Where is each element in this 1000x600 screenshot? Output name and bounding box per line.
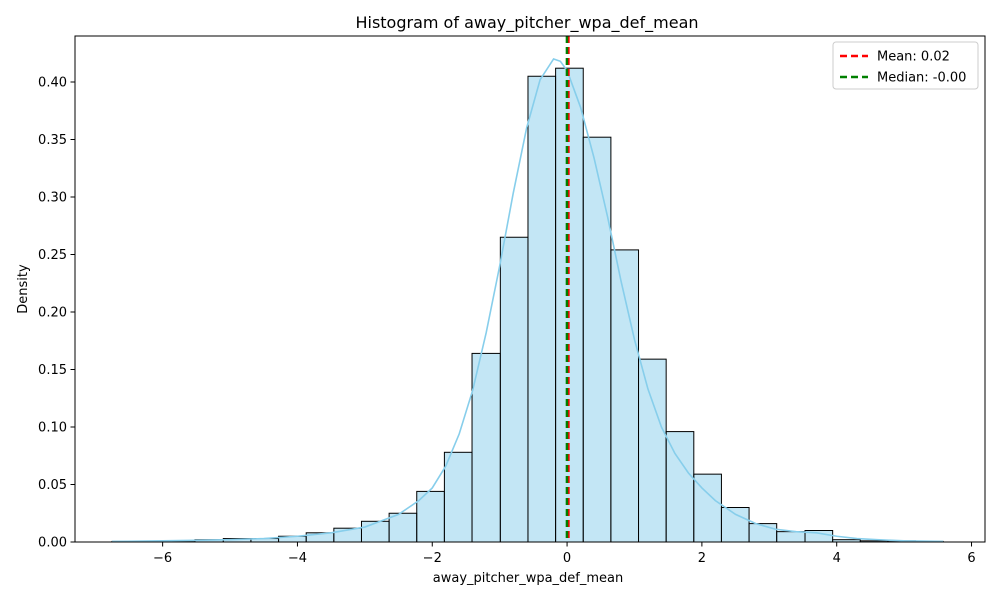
y-tick-label: 0.40 <box>38 76 67 91</box>
y-axis-label: Density <box>16 264 31 314</box>
histogram-bar <box>527 75 557 543</box>
x-tick-label: 0 <box>563 551 571 566</box>
y-tick-label: 0.05 <box>38 478 67 493</box>
x-tick-label: −4 <box>288 551 307 566</box>
plot-frame <box>74 35 986 543</box>
legend-box <box>832 41 979 90</box>
legend-mean-label: Mean: 0.02 <box>877 50 950 65</box>
y-tick-label: 0.20 <box>38 306 67 321</box>
x-axis-label: away_pitcher_wpa_def_mean <box>433 571 624 586</box>
y-tick-label: 0.10 <box>38 421 67 436</box>
y-tick-label: 0.25 <box>38 248 67 263</box>
histogram-bar <box>665 431 695 543</box>
histogram-bar <box>471 352 501 543</box>
histogram-bars <box>111 67 944 543</box>
y-axis-ticks: 0.00 0.05 0.10 0.15 0.20 0.25 0.30 0.35 0.40 <box>38 76 75 551</box>
histogram-bar <box>720 507 750 543</box>
y-tick-label: 0.00 <box>38 536 67 551</box>
histogram-bar <box>388 512 418 543</box>
histogram-bar <box>416 490 445 543</box>
histogram-bar <box>776 531 806 543</box>
histogram-bar <box>638 358 667 543</box>
chart-title: Histogram of away_pitcher_wpa_def_mean <box>355 13 698 33</box>
legend: Mean: 0.02 Median: -0.00 <box>832 41 979 90</box>
x-tick-label: 4 <box>833 551 841 566</box>
x-axis-ticks: −6 −4 −2 0 2 4 6 <box>153 542 976 566</box>
histogram-bar <box>582 136 612 543</box>
x-tick-label: 6 <box>967 551 975 566</box>
x-tick-label: −6 <box>153 551 172 566</box>
histogram-bar <box>360 520 390 543</box>
y-tick-label: 0.35 <box>38 133 67 148</box>
histogram-bar <box>443 451 473 543</box>
legend-median-label: Median: -0.00 <box>877 71 966 86</box>
x-tick-label: 2 <box>698 551 706 566</box>
y-tick-label: 0.30 <box>38 191 67 206</box>
histogram-bar <box>499 236 529 543</box>
y-tick-label: 0.15 <box>38 363 67 378</box>
x-tick-label: −2 <box>423 551 442 566</box>
